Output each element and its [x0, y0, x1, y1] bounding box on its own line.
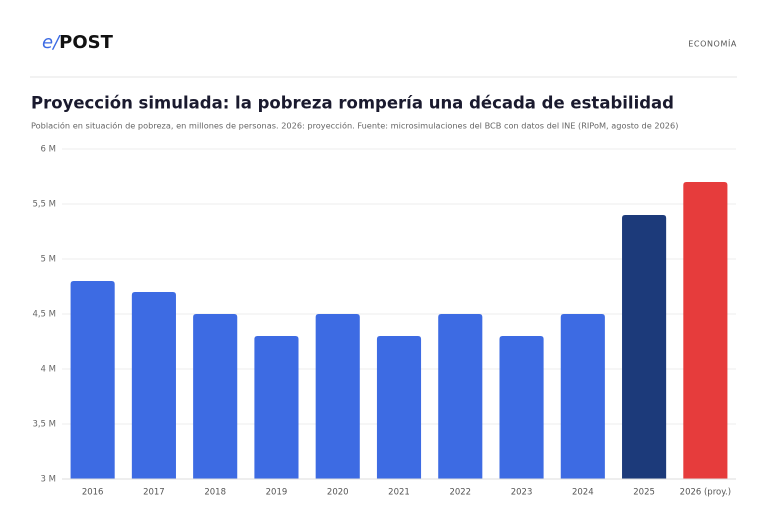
x-tick-label: 2025: [633, 488, 655, 498]
x-tick-label: 2018: [204, 488, 226, 498]
chart-title: Proyección simulada: la pobreza rompería…: [31, 94, 674, 113]
bar: [131, 292, 176, 479]
bar: [193, 314, 238, 479]
x-tick-label: 2021: [388, 488, 410, 498]
x-tick-label: 2026 (proy.): [680, 488, 731, 498]
y-tick-label: 4 M: [41, 365, 56, 375]
x-tick-label: 2022: [449, 488, 471, 498]
y-tick-label: 4,5 M: [32, 310, 56, 320]
x-tick-label: 2020: [327, 488, 349, 498]
logo-prefix: e/: [42, 32, 61, 53]
bar: [438, 314, 483, 479]
x-tick-label: 2019: [266, 488, 288, 498]
bar: [376, 336, 422, 479]
bar: [254, 336, 299, 479]
logo-text: POST: [59, 32, 113, 53]
logo: e/POST: [42, 32, 114, 53]
y-tick-label: 6 M: [41, 145, 56, 155]
x-tick-label: 2024: [572, 488, 594, 498]
bar: [499, 336, 544, 479]
x-tick-label: 2017: [143, 488, 165, 498]
bar: [683, 182, 728, 479]
x-tick-label: 2023: [511, 488, 533, 498]
y-tick-label: 5 M: [41, 255, 56, 265]
y-tick-label: 3 M: [41, 475, 56, 485]
y-tick-label: 5,5 M: [32, 200, 56, 210]
y-tick-label: 3,5 M: [32, 420, 56, 430]
section-label[interactable]: ECONOMÍA: [688, 38, 737, 49]
bar: [70, 281, 115, 479]
bar: [315, 314, 360, 479]
bar: [622, 215, 667, 479]
x-tick-label: 2016: [82, 488, 104, 498]
bar: [560, 314, 605, 479]
chart-subtitle: Población en situación de pobreza, en mi…: [31, 121, 678, 131]
